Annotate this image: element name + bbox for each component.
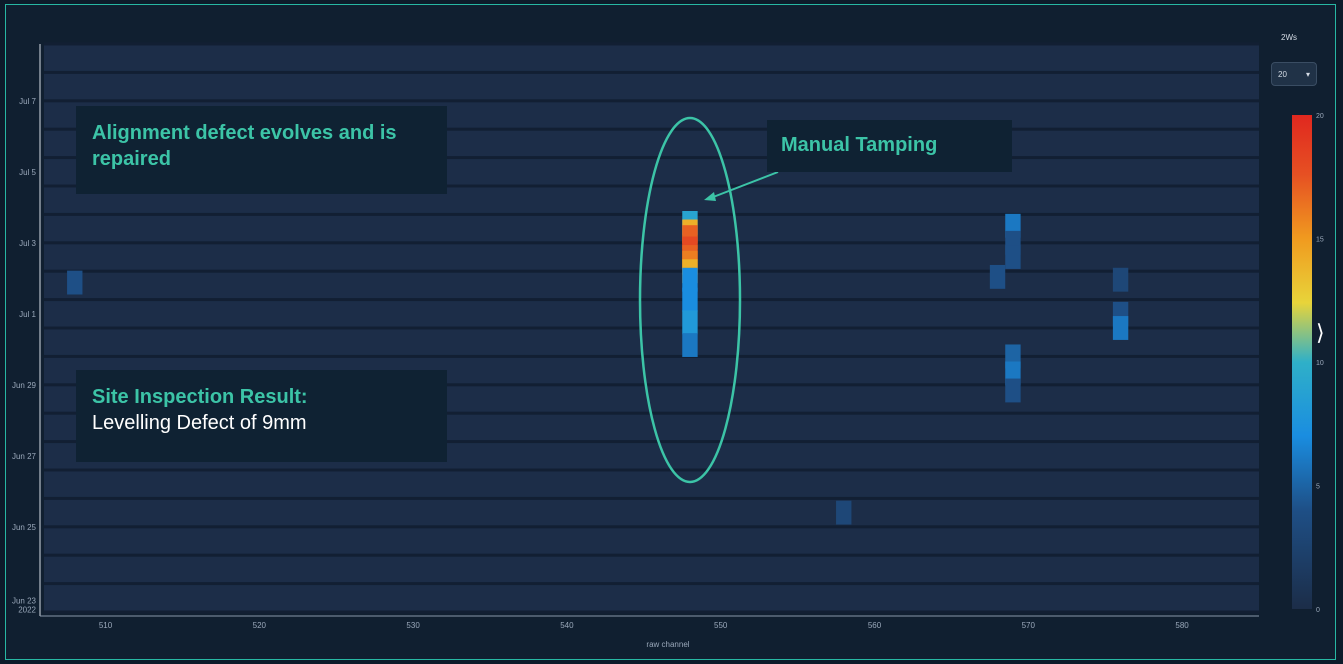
heatmap-cell <box>989 264 1006 289</box>
row-separator <box>44 525 1259 529</box>
row-separator <box>44 496 1259 500</box>
x-tick-label: 550 <box>714 621 728 630</box>
chevron-right-icon[interactable]: ⟩ <box>1316 320 1325 345</box>
row-separator <box>44 468 1259 472</box>
manual-tamping-text: Manual Tamping <box>781 134 938 156</box>
heatmap-cell <box>682 333 698 357</box>
x-tick-label: 560 <box>868 621 882 630</box>
colorbar-ticks: 20 15 10 5 0 <box>1316 113 1324 614</box>
row-separator <box>44 241 1259 245</box>
heatmap-cell <box>1112 267 1129 292</box>
row-separator <box>44 127 1259 131</box>
y-tick-label: Jul 3 <box>19 239 36 248</box>
colorbar-max-dropdown[interactable]: 20 ▾ <box>1271 62 1317 86</box>
row-separator <box>44 298 1259 302</box>
alignment-annotation: Alignment defect evolves and is repaired <box>76 106 447 194</box>
row-separator <box>44 610 1259 614</box>
heatmap-cell <box>682 287 698 312</box>
x-axis-ticks: 510 520 530 540 550 560 570 580 <box>99 621 1189 630</box>
colorbar-label: 2Ws <box>1281 33 1297 42</box>
row-separator <box>44 269 1259 273</box>
x-tick-label: 540 <box>560 621 574 630</box>
row-separator <box>44 70 1259 74</box>
manual-tamping-annotation: Manual Tamping <box>767 120 1012 172</box>
row-separator <box>44 354 1259 358</box>
heatmap-cell <box>682 267 698 292</box>
x-tick-label: 530 <box>406 621 420 630</box>
dropdown-value: 20 <box>1278 69 1287 79</box>
defect-highlight-ellipse <box>638 116 742 484</box>
y-tick-label: Jun 27 <box>12 452 37 461</box>
y-tick-label: Jul 7 <box>19 97 36 106</box>
dropdown-caret-icon: ▾ <box>1305 69 1310 79</box>
row-separator <box>44 440 1259 444</box>
heatmap-cells <box>67 210 1129 525</box>
site-inspection-annotation: Site Inspection Result: Levelling Defect… <box>76 370 447 462</box>
y-tick-label: Jul 5 <box>19 168 36 177</box>
colorbar-tick-label: 10 <box>1316 360 1324 367</box>
manual-tamping-arrowhead <box>704 192 716 201</box>
y-tick-label: Jun 23 2022 <box>12 597 37 615</box>
row-separator <box>44 99 1259 103</box>
row-separator <box>44 582 1259 586</box>
colorbar-tick-label: 20 <box>1316 113 1324 120</box>
x-axis-label: raw channel <box>646 640 689 649</box>
x-tick-label: 570 <box>1022 621 1036 630</box>
site-inspection-body: Levelling Defect of 9mm <box>92 412 307 434</box>
y-axis-ticks: Jul 7 Jul 5 Jul 3 Jul 1 Jun 29 Jun 27 Jun 25 Ju… <box>12 97 37 615</box>
y-tick-label: Jul 1 <box>19 310 36 319</box>
row-separator <box>44 156 1259 160</box>
x-tick-label: 580 <box>1175 621 1189 630</box>
colorbar-tick-label: 5 <box>1316 484 1320 491</box>
alignment-annotation-text: Alignment defect evolves and is repaired <box>92 122 397 170</box>
heatmap-cell <box>836 500 852 525</box>
site-inspection-title: Site Inspection Result: <box>92 386 308 408</box>
colorbar <box>1292 115 1312 609</box>
y-tick-label: Jun 25 <box>12 523 37 532</box>
heatmap-cell <box>1005 378 1021 403</box>
row-separator <box>44 383 1259 387</box>
heatmap-cell <box>1112 316 1129 340</box>
heatmap-cell <box>682 310 698 335</box>
row-separator <box>44 212 1259 216</box>
row-separator <box>44 326 1259 330</box>
heatmap-rows <box>44 42 1259 614</box>
heatmap-cell <box>1005 245 1021 269</box>
row-separator <box>44 42 1259 46</box>
row-separator <box>44 553 1259 557</box>
manual-tamping-arrow <box>707 171 779 200</box>
x-tick-label: 520 <box>253 621 267 630</box>
heatmap-cell <box>67 270 83 295</box>
x-tick-label: 510 <box>99 621 113 630</box>
y-tick-label: Jun 29 <box>12 381 37 390</box>
colorbar-tick-label: 0 <box>1316 607 1320 614</box>
colorbar-tick-label: 15 <box>1316 237 1324 244</box>
